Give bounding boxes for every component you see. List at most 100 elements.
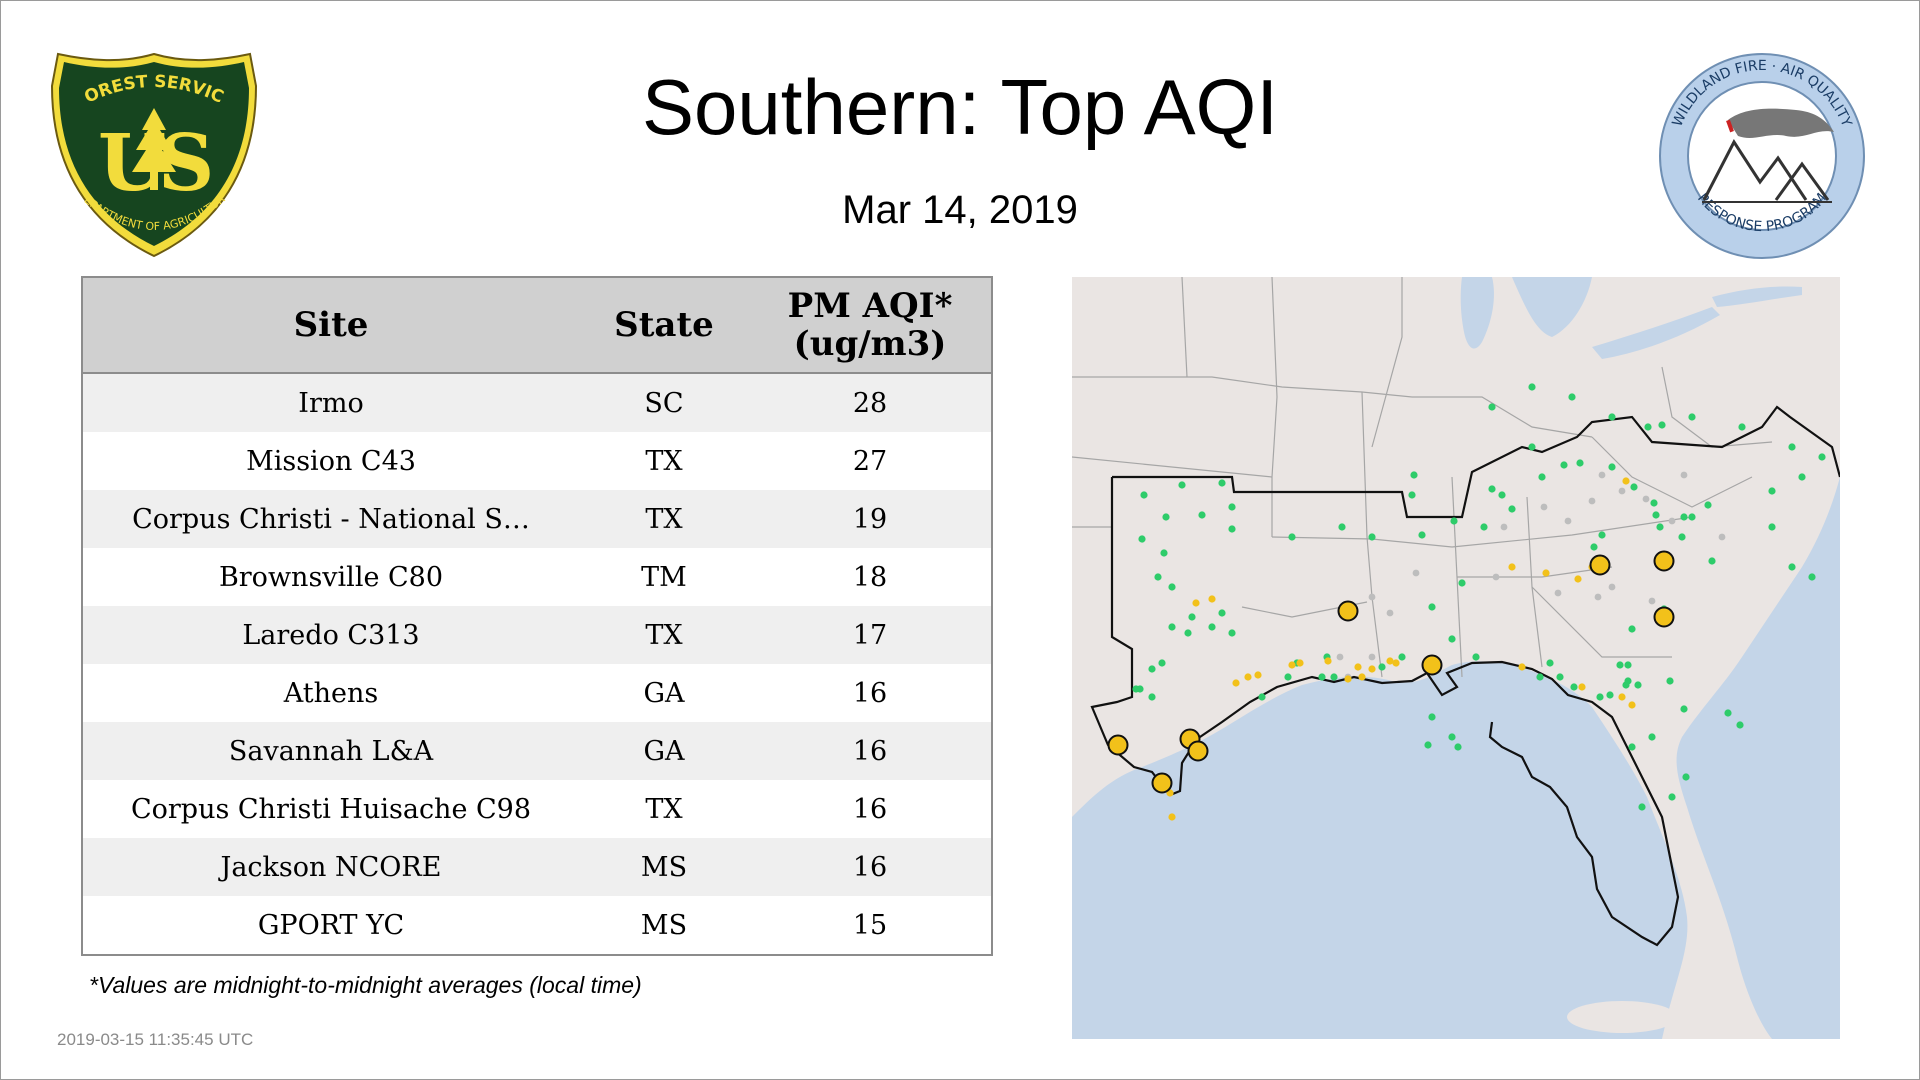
pine-tree-icon [132,108,176,190]
report-date: Mar 14, 2019 [842,188,1078,232]
cuba [1567,1001,1677,1033]
cell-site: Irmo [83,373,579,432]
monitor-dot-good [1168,583,1176,591]
lake-michigan [1460,277,1494,349]
monitor-dot-moderate [1518,663,1526,671]
cell-aqi: 15 [749,896,991,954]
cell-site: Laredo C313 [83,606,579,664]
monitor-dot-good [1480,523,1488,531]
monitor-dot-missing [1386,609,1394,617]
monitor-dot-good [1410,471,1418,479]
cell-state: TX [579,490,749,548]
monitor-dot-missing [1336,653,1344,661]
cell-state: GA [579,664,749,722]
table-row: Corpus Christi - National S… TX 19 [83,490,991,548]
monitor-dot-good [1724,709,1732,717]
monitor-dot-good [1652,511,1660,519]
monitor-dot-moderate [1232,679,1240,687]
cell-aqi: 28 [749,373,991,432]
monitor-dot-good [1808,573,1816,581]
cell-state: GA [579,722,749,780]
header-aqi-line1: PM AQI* [787,286,953,326]
monitor-dot-good [1606,691,1614,699]
monitor-dot-good [1656,523,1664,531]
monitor-dot-missing [1500,523,1508,531]
southern-region-map [1072,277,1840,1039]
monitor-dot-missing [1594,593,1602,601]
monitor-dot-good [1178,481,1186,489]
monitor-dot-good [1666,677,1674,685]
monitor-dot-good [1704,501,1712,509]
monitor-dot-good [1630,483,1638,491]
cell-state: TX [579,606,749,664]
table-header-row: Site State PM AQI* (ug/m3) [83,278,991,374]
monitor-dot-good [1158,659,1166,667]
top-site-marker [1421,654,1443,676]
monitor-dot-missing [1554,589,1562,597]
monitor-dot-good [1160,549,1168,557]
monitor-dot-moderate [1508,563,1516,571]
top-site-marker [1589,554,1611,576]
monitor-dot-good [1668,793,1676,801]
monitor-dot-good [1184,629,1192,637]
generated-timestamp: 2019-03-15 11:35:45 UTC [57,1030,254,1049]
cell-aqi: 19 [749,490,991,548]
monitor-dot-moderate [1358,673,1366,681]
cell-site: Savannah L&A [83,722,579,780]
monitor-dot-moderate [1542,569,1550,577]
lake-ontario [1712,286,1802,307]
footnote: *Values are midnight-to-midnight average… [89,972,642,998]
monitor-dot-good [1528,383,1536,391]
monitor-dot-good [1228,525,1236,533]
monitor-dot-good [1798,473,1806,481]
monitor-dot-good [1454,743,1462,751]
monitor-dot-good [1598,531,1606,539]
monitor-dot-moderate [1386,657,1394,665]
table-row: Jackson NCORE MS 16 [83,838,991,896]
monitor-dot-good [1768,487,1776,495]
monitor-dot-good [1624,661,1632,669]
monitor-dot-good [1148,665,1156,673]
gulf-of-mexico [1072,661,1688,1039]
monitor-dot-good [1472,653,1480,661]
monitor-dot-good [1228,629,1236,637]
monitor-dot-missing [1642,495,1650,503]
header-aqi: PM AQI* (ug/m3) [749,278,991,374]
monitor-dot-good [1138,535,1146,543]
monitor-dot-good [1450,517,1458,525]
monitor-dot-good [1628,625,1636,633]
monitor-dot-good [1736,721,1744,729]
monitor-dot-moderate [1244,673,1252,681]
monitor-points [1107,383,1826,821]
monitor-dot-missing [1368,653,1376,661]
monitor-dot-good [1398,653,1406,661]
top-site-marker [1151,772,1173,794]
cell-state: MS [579,838,749,896]
monitor-dot-good [1708,557,1716,565]
monitor-dot-moderate [1344,675,1352,683]
monitor-dot-moderate [1192,599,1200,607]
cell-state: TX [579,780,749,838]
monitor-dot-missing [1540,503,1548,511]
monitor-dot-good [1688,413,1696,421]
monitor-dot-good [1658,421,1666,429]
monitor-dot-good [1680,705,1688,713]
monitor-dot-missing [1718,533,1726,541]
monitor-dot-good [1680,513,1688,521]
monitor-dot-moderate [1208,595,1216,603]
monitor-dot-good [1154,573,1162,581]
cell-state: SC [579,373,749,432]
monitor-dot-good [1148,693,1156,701]
monitor-dot-good [1788,443,1796,451]
monitor-dot-good [1638,803,1646,811]
monitor-dot-moderate [1354,663,1362,671]
monitor-dot-good [1208,623,1216,631]
gulf-of-california [1072,877,1112,1039]
page-title: Southern: Top AQI [642,63,1278,151]
monitor-dot-good [1682,773,1690,781]
monitor-dot-missing [1564,517,1572,525]
table-row: Irmo SC 28 [83,373,991,432]
monitor-dot-good [1628,743,1636,751]
monitor-dot-good [1132,685,1140,693]
top-site-marker [1653,550,1675,572]
